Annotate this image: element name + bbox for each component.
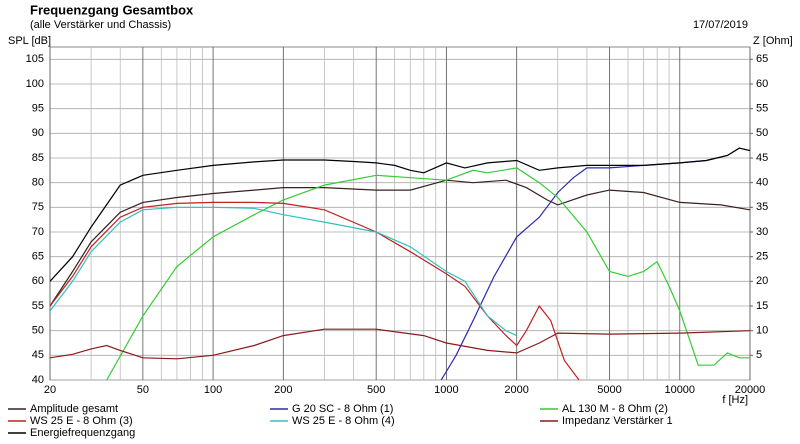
x-tick-label: 20000 <box>735 384 766 396</box>
y2-tick-label: 15 <box>756 300 768 312</box>
chart-title: Frequenzgang Gesamtbox <box>30 2 194 17</box>
y2-axis-label: Z [Ohm] <box>753 35 793 47</box>
series-line <box>50 179 750 307</box>
legend-label: G 20 SC - 8 Ohm (1) <box>292 403 393 415</box>
grid: 40 45 50 55 60 65 70 75 80 85 90 95 100 105 5 10 15 20 25 3… <box>26 47 768 396</box>
date: 17/07/2019 <box>693 19 748 31</box>
x-tick-label: 10000 <box>664 384 695 396</box>
series-line <box>50 206 517 337</box>
y-tick-label: 85 <box>32 152 44 164</box>
plot-area <box>49 46 751 381</box>
y-tick-label: 100 <box>26 78 44 90</box>
y-tick-label: 90 <box>32 127 44 139</box>
y-tick-label: 75 <box>32 201 44 213</box>
x-tick-label: 200 <box>274 384 292 396</box>
legend-label: WS 25 E - 8 Ohm (4) <box>292 415 395 427</box>
x-tick-label: 500 <box>367 384 385 396</box>
y2-tick-label: 25 <box>756 251 768 263</box>
series-line <box>50 201 580 380</box>
y2-tick-label: 5 <box>756 349 762 361</box>
y-axis-label: SPL [dB] <box>8 35 51 47</box>
y-tick-label: 80 <box>32 177 44 189</box>
x-axis-label: f [Hz] <box>722 394 748 406</box>
y-tick-label: 95 <box>32 103 44 115</box>
x-tick-label: 2000 <box>504 384 528 396</box>
x-tick-label: 5000 <box>597 384 621 396</box>
legend-label: Energiefrequenzgang <box>30 427 135 439</box>
y-tick-label: 105 <box>26 53 44 65</box>
chart-subtitle: (alle Verstärker und Chassis) <box>30 19 171 31</box>
y2-tick-label: 10 <box>756 325 768 337</box>
series-line <box>50 147 750 282</box>
y-tick-label: 40 <box>32 374 44 386</box>
y-tick-label: 55 <box>32 300 44 312</box>
x-tick-label: 1000 <box>434 384 458 396</box>
legend-label: Amplitude gesamt <box>30 403 118 415</box>
series-line <box>106 167 750 380</box>
y2-tick-label: 35 <box>756 201 768 213</box>
y2-tick-label: 55 <box>756 103 768 115</box>
x-tick-label: 50 <box>137 384 149 396</box>
y-tick-label: 45 <box>32 349 44 361</box>
y2-tick-label: 40 <box>756 177 768 189</box>
y-tick-label: 60 <box>32 275 44 287</box>
y-tick-label: 50 <box>32 325 44 337</box>
legend-label: AL 130 M - 8 Ohm (2) <box>562 403 668 415</box>
y2-tick-label: 65 <box>756 53 768 65</box>
x-tick-label: 20 <box>44 384 56 396</box>
y-tick-label: 65 <box>32 251 44 263</box>
legend-label: WS 25 E - 8 Ohm (3) <box>30 415 133 427</box>
y2-tick-label: 60 <box>756 78 768 90</box>
y2-tick-label: 50 <box>756 127 768 139</box>
x-tick-label: 100 <box>204 384 222 396</box>
y2-tick-label: 45 <box>756 152 768 164</box>
series-line <box>50 328 750 360</box>
lines <box>50 147 750 380</box>
y2-tick-label: 30 <box>756 226 768 238</box>
legend: Amplitude gesamt G 20 SC - 8 Ohm (1) AL 13… <box>8 403 673 439</box>
y-tick-label: 70 <box>32 226 44 238</box>
y2-tick-label: 20 <box>756 275 768 287</box>
legend-label: Impedanz Verstärker 1 <box>562 415 673 427</box>
